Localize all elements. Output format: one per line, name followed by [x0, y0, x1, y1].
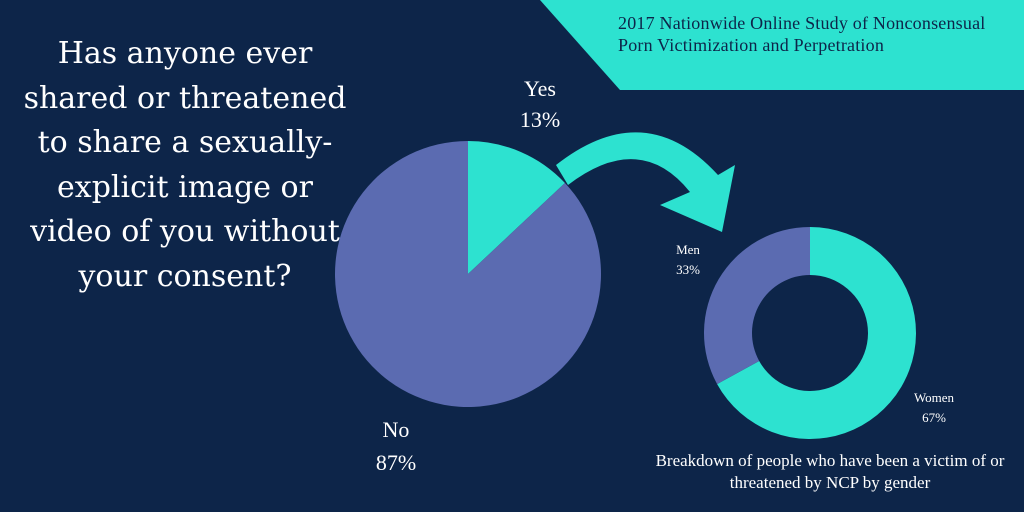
source-title: 2017 Nationwide Online Study of Nonconse…	[618, 13, 986, 55]
slice-value-women: 67%	[922, 410, 946, 425]
slice-value-men: 33%	[676, 262, 700, 277]
slice-value-no: 87%	[376, 450, 416, 475]
slice-yes	[468, 141, 565, 274]
gender-donut-chart	[704, 227, 917, 439]
main-pie-chart	[334, 141, 601, 407]
slice-label-yes: Yes	[524, 76, 556, 101]
slice-value-yes: 13%	[520, 107, 560, 132]
slice-women	[717, 227, 917, 439]
slice-label-no: No	[383, 417, 410, 442]
donut-caption: Breakdown of people who have been a vict…	[655, 451, 1005, 492]
slice-men	[704, 227, 810, 385]
question-text: Has anyone ever shared or threatened to …	[23, 36, 347, 294]
arrow-icon	[556, 132, 735, 232]
slice-label-men: Men	[676, 242, 700, 257]
title-banner	[540, 0, 1024, 90]
slice-label-women: Women	[914, 390, 955, 405]
slice-no	[334, 141, 601, 407]
